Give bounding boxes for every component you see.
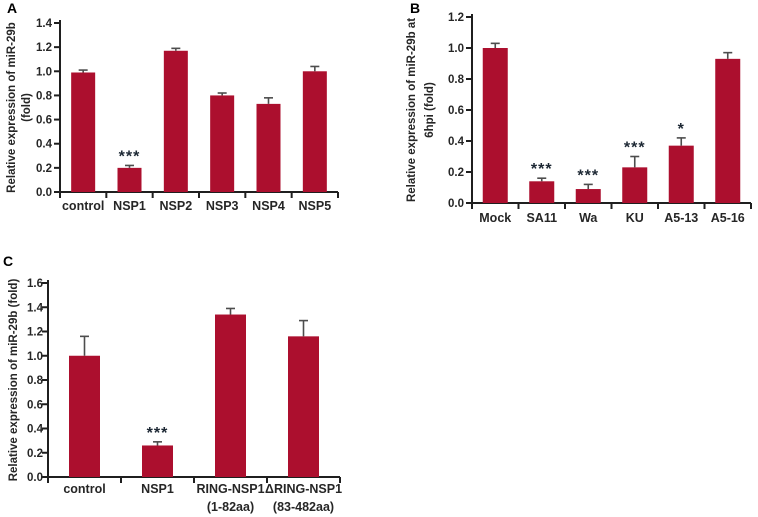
y-tick-label: 0.2 <box>448 167 464 179</box>
y-axis-label: Relative expression of miR-29b <box>6 22 18 193</box>
y-tick-label: 0.4 <box>448 136 465 148</box>
y-tick-label: 0.0 <box>27 472 43 484</box>
y-tick-label: 0.4 <box>36 139 53 151</box>
y-tick-label: 0.2 <box>27 448 43 460</box>
bar <box>215 314 246 477</box>
y-tick-label: 0.4 <box>27 424 44 436</box>
bar <box>529 181 555 203</box>
bar <box>142 445 173 477</box>
category-label: ΔRING-NSP1 <box>265 482 342 496</box>
y-tick-label: 1.4 <box>36 18 53 30</box>
chart-a: 0.0 0.2 0.4 0.6 0.8 1.0 1.2 1.4 control *** NSP1 NS… <box>6 18 339 213</box>
panel-letter-c: C <box>3 253 14 269</box>
bar <box>117 167 142 192</box>
bar <box>163 50 188 193</box>
y-tick-label: 1.0 <box>448 43 464 55</box>
y-tick-label: 1.0 <box>36 66 52 78</box>
chart-b: 0.00.20.40.60.81.01.2Mock***SA11***Wa***… <box>406 12 752 225</box>
significance-stars: *** <box>147 425 169 442</box>
bar <box>210 95 235 192</box>
bar <box>482 48 508 203</box>
panel-letter-b: B <box>410 0 421 16</box>
category-label: NSP4 <box>252 199 285 213</box>
y-tick-label: 1.2 <box>27 327 43 339</box>
bar <box>668 145 694 203</box>
significance-stars: *** <box>577 167 599 184</box>
category-label: control <box>62 199 104 213</box>
y-tick-label: 1.2 <box>36 42 52 54</box>
category-label: A5-16 <box>711 211 745 225</box>
category-label: RING-NSP1 <box>196 482 264 496</box>
y-tick-label: 0.6 <box>36 115 52 127</box>
bar <box>622 167 648 203</box>
panel-b: B 0.0 0.2 0.4 0.6 0.8 1.0 1.2 Mock *** SA11 *** Wa *… <box>379 0 758 245</box>
y-tick-label: 1.2 <box>448 12 464 24</box>
panel-c: C 0.0 0.2 0.4 0.6 0.8 1.0 1.2 1.4 1.6 control *** N… <box>0 250 379 517</box>
panel-a: A 0.0 0.2 0.4 0.6 0.8 1.0 1.2 1.4 control *** NSP1… <box>0 0 379 245</box>
category-label: A5-13 <box>664 211 698 225</box>
y-tick-label: 0.8 <box>27 375 44 387</box>
chart-c: 0.0 0.2 0.4 0.6 0.8 1.0 1.2 1.4 1.6 control *** NSP… <box>8 278 342 514</box>
category-label: control <box>63 482 105 496</box>
category-label: NSP5 <box>299 199 332 213</box>
significance-stars: *** <box>531 161 553 178</box>
category-label: NSP1 <box>113 199 146 213</box>
y-tick-label: 0.6 <box>448 105 464 117</box>
bar <box>302 71 327 192</box>
y-tick-label: 0.6 <box>27 399 43 411</box>
y-tick-label: 0.0 <box>448 198 464 210</box>
bar <box>69 355 100 477</box>
category-label: SA11 <box>526 211 557 225</box>
category-label: NSP1 <box>141 482 174 496</box>
bar <box>71 72 96 192</box>
category-label: NSP3 <box>206 199 239 213</box>
significance-stars: *** <box>119 148 141 165</box>
y-axis-label: 6hpi (fold) <box>424 82 436 138</box>
bar <box>288 336 319 477</box>
y-tick-label: 0.0 <box>36 187 52 199</box>
category-label: NSP2 <box>160 199 193 213</box>
bar <box>256 103 281 192</box>
y-tick-label: 1.6 <box>27 278 43 290</box>
y-tick-label: 1.0 <box>27 351 43 363</box>
category-label: (83-482aa) <box>273 500 334 514</box>
y-axis-label: Relative expression of miR-29b at <box>406 18 418 202</box>
category-label: (1-82aa) <box>207 500 254 514</box>
y-axis-label: Relative expression of miR-29b (fold) <box>8 279 20 482</box>
category-label: KU <box>626 211 644 225</box>
y-tick-label: 0.8 <box>448 74 465 86</box>
category-label: Mock <box>479 211 511 225</box>
panel-letter-a: A <box>7 0 18 16</box>
bar <box>715 58 741 203</box>
y-tick-label: 1.4 <box>27 302 44 314</box>
significance-stars: * <box>678 121 685 138</box>
significance-stars: *** <box>624 140 646 157</box>
category-label: Wa <box>579 211 598 225</box>
bar <box>575 189 601 203</box>
y-tick-label: 0.2 <box>36 163 52 175</box>
y-axis-label: (fold) <box>21 93 33 122</box>
y-tick-label: 0.8 <box>36 90 53 102</box>
